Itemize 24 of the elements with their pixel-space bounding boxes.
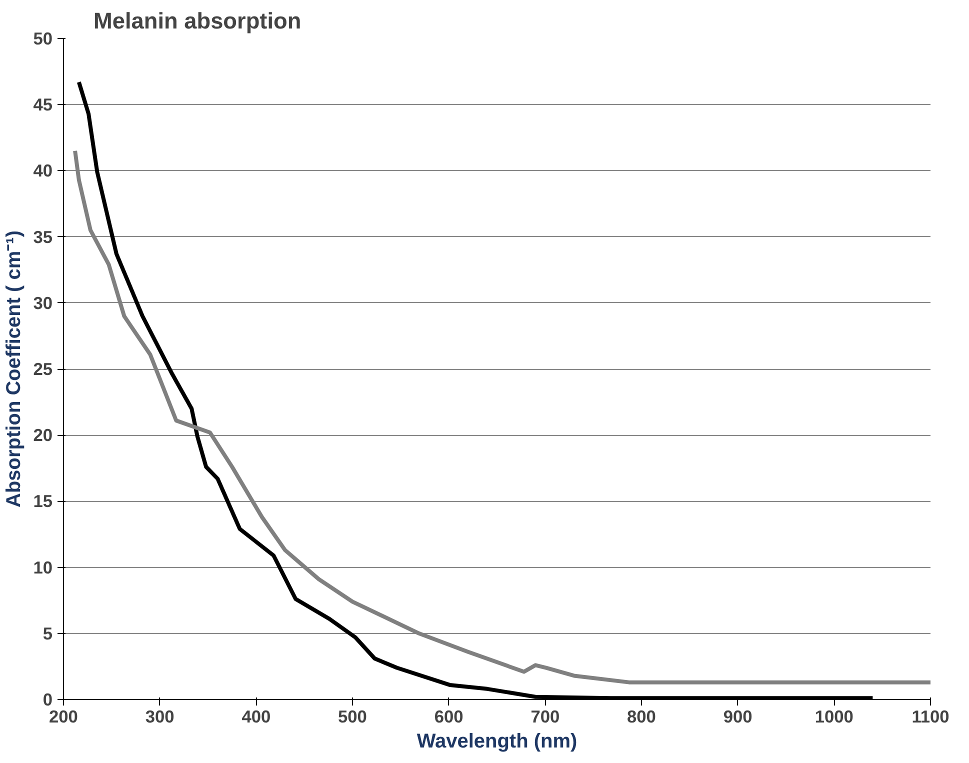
x-tick-label: 1100: [912, 706, 950, 726]
y-tick-label: 15: [33, 491, 53, 512]
y-tick-label: 0: [42, 690, 53, 710]
y-tick-label: 50: [33, 28, 53, 48]
y-tick-label: 35: [33, 226, 53, 247]
x-tick-label: 300: [145, 706, 174, 726]
y-tick-label: 45: [33, 94, 53, 115]
y-axis-title: Absorption Coefficent ( cm⁻¹): [3, 230, 26, 508]
y-tick-label: 10: [33, 557, 53, 578]
x-tick-label: 900: [723, 706, 752, 726]
y-tick-label: 25: [33, 359, 53, 379]
x-tick-label: 500: [338, 706, 367, 726]
x-tick-label: 700: [530, 706, 560, 726]
x-tick-label: 600: [434, 706, 464, 726]
x-tick-label: 400: [242, 706, 271, 726]
y-tick-label: 5: [42, 623, 53, 644]
x-tick-label: 800: [627, 706, 656, 726]
chart-title: Melanin absorption: [94, 8, 302, 34]
y-tick-label: 20: [33, 425, 53, 446]
x-axis-title: Wavelength (nm): [416, 730, 578, 752]
x-tick-label: 200: [49, 706, 78, 726]
x-tick-label: 1000: [814, 706, 854, 726]
y-tick-label: 30: [33, 292, 53, 313]
y-tick-label: 40: [33, 160, 53, 181]
